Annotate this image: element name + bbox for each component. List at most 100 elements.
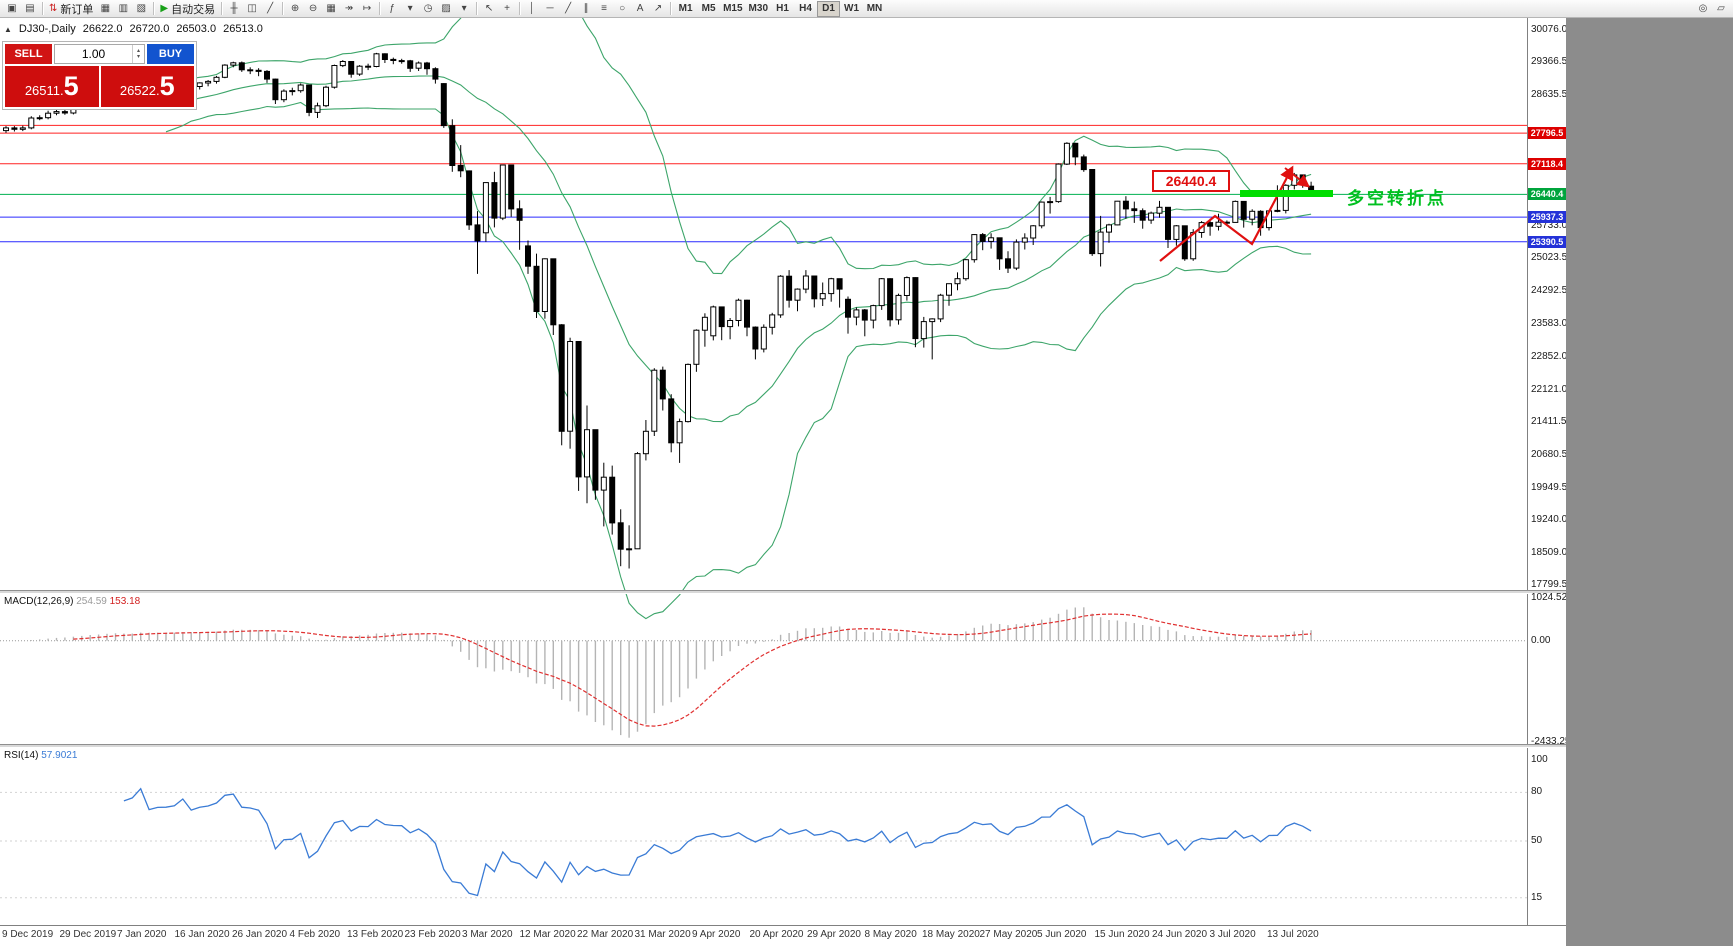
chart-quote-line: ▲ DJ30-,Daily 26622.0 26720.0 26503.0 26…: [4, 23, 263, 35]
turning-point-swatch[interactable]: [1240, 190, 1333, 197]
new-chart-icon[interactable]: ▣: [3, 1, 21, 17]
line-chart-icon[interactable]: ╱: [261, 1, 279, 17]
date-label: 29 Dec 2019: [59, 929, 117, 940]
text-label-icon[interactable]: A: [631, 1, 649, 17]
macd-axis-label: 0.00: [1531, 634, 1551, 646]
timeframe-m15[interactable]: M15: [720, 1, 745, 17]
price-tag: 27796.5: [1528, 127, 1566, 140]
price-axis-label: 22852.0: [1531, 350, 1566, 362]
autotrading-button[interactable]: ▶ 自动交易: [157, 1, 218, 17]
price-axis-label: 21411.5: [1531, 415, 1566, 427]
horizontal-line-icon[interactable]: ─: [541, 1, 559, 17]
chart-symbol-period: DJ30-,Daily: [18, 23, 76, 35]
collapse-panel-icon[interactable]: ▲: [4, 24, 12, 34]
date-label: 13 Feb 2020: [347, 929, 404, 940]
buy-price-big-digit: 5: [159, 71, 175, 101]
macd-axis-label: 1024.52: [1531, 592, 1566, 603]
fibonacci-icon[interactable]: ≡: [595, 1, 613, 17]
zoom-in-icon[interactable]: ⊕: [286, 1, 304, 17]
arrows-icon[interactable]: ↗: [649, 1, 667, 17]
timeframe-m1[interactable]: M1: [674, 1, 697, 17]
trendline-icon[interactable]: ╱: [559, 1, 577, 17]
crosshair-icon[interactable]: +: [498, 1, 516, 17]
volume-down-icon[interactable]: ▾: [136, 54, 140, 60]
price-axis-label: 22121.0: [1531, 383, 1566, 395]
timeframe-mn[interactable]: MN: [863, 1, 886, 17]
object-list-icon[interactable]: ▱: [1712, 1, 1730, 17]
price-tag: 27118.4: [1528, 157, 1566, 170]
rsi-axis-label: 80: [1531, 786, 1543, 798]
timeframe-w1[interactable]: W1: [840, 1, 863, 17]
new-order-button[interactable]: ⇅ 新订单: [46, 1, 96, 17]
chart-cascade-icon[interactable]: ▦: [96, 1, 114, 17]
cursor-icon[interactable]: ↖: [480, 1, 498, 17]
date-label: 9 Apr 2020: [692, 929, 741, 940]
tile-windows-icon[interactable]: ▦: [322, 1, 340, 17]
templates-dropdown-icon[interactable]: ▾: [455, 1, 473, 17]
vertical-line-icon[interactable]: │: [523, 1, 541, 17]
macd-signal-value: 153.18: [109, 596, 141, 607]
timeframe-h1[interactable]: H1: [771, 1, 794, 17]
timeframe-h4[interactable]: H4: [794, 1, 817, 17]
date-label: 31 Mar 2020: [634, 929, 691, 940]
turning-point-note[interactable]: 多空转折点: [1347, 189, 1447, 208]
date-label: 13 Jul 2020: [1267, 929, 1319, 940]
price-axis-label: 19949.5: [1531, 481, 1566, 493]
turning-point-price-box[interactable]: 26440.4: [1152, 170, 1230, 192]
buy-button[interactable]: BUY: [147, 44, 194, 64]
auto-scroll-icon[interactable]: ↠: [340, 1, 358, 17]
data-window-icon[interactable]: ▧: [132, 1, 150, 17]
equidistant-channel-icon[interactable]: ∥: [577, 1, 595, 17]
panel-separator[interactable]: [0, 744, 1566, 748]
chart-surface[interactable]: [0, 18, 1566, 946]
price-axis[interactable]: [1527, 18, 1566, 925]
macd-title: MACD(12,26,9): [4, 596, 74, 607]
volume-up-icon[interactable]: ▴: [136, 48, 140, 54]
sell-price-big-digit: 5: [63, 71, 79, 101]
panel-separator[interactable]: [0, 590, 1566, 594]
horizontal-lines: [0, 124, 1527, 243]
volume-value: 1.00: [81, 47, 106, 61]
toolbar-buttons: ▣ ▤ ⇅ 新订单 ▦ ▥ ▧ ▶ 自动交易 ╫ ◫ ╱ ⊕ ⊖ ▦ ↠ ↦ ƒ ▾ ◷ ▨ ▾ ↖ + │ ─ ╱ ∥ ≡ ○ A ↗ M1 M…: [3, 0, 886, 17]
ohlc-bars-icon[interactable]: ╫: [225, 1, 243, 17]
quote-open: 26622.0: [82, 23, 123, 35]
price-axis-label: 17799.5: [1531, 579, 1566, 590]
templates-icon[interactable]: ▨: [437, 1, 455, 17]
indicators-dropdown-icon[interactable]: ▾: [401, 1, 419, 17]
chart-window: ▲ DJ30-,Daily 26622.0 26720.0 26503.0 26…: [0, 18, 1566, 946]
periods-dropdown-icon[interactable]: ◷: [419, 1, 437, 17]
date-label: 24 Jun 2020: [1152, 929, 1208, 940]
date-label: 22 Mar 2020: [577, 929, 634, 940]
toolbar-separator: [153, 2, 155, 15]
autotrading-button-label: 自动交易: [171, 3, 216, 16]
one-click-trading-panel: SELL 1.00 ▴ ▾ BUY 26511. 5 26522. 5: [2, 41, 197, 110]
new-order-button-label: 新订单: [60, 3, 94, 16]
sell-price-display[interactable]: 26511. 5: [5, 66, 99, 107]
indicators-icon[interactable]: ƒ: [383, 1, 401, 17]
timeframe-d1[interactable]: D1: [817, 0, 840, 17]
buy-price-display[interactable]: 26522. 5: [100, 66, 194, 107]
rsi-axis-label: 100: [1531, 754, 1548, 765]
date-label: 18 May 2020: [922, 929, 980, 940]
shapes-icon[interactable]: ○: [613, 1, 631, 17]
macd-panel: [0, 607, 1527, 738]
volume-field[interactable]: 1.00 ▴ ▾: [54, 44, 145, 64]
date-label: 12 Mar 2020: [519, 929, 576, 940]
price-axis-label: 28635.5: [1531, 89, 1566, 101]
toolbar-separator: [42, 2, 43, 15]
candlestick-chart-icon[interactable]: ◫: [243, 1, 261, 17]
chart-profiles-icon[interactable]: ▤: [21, 1, 39, 17]
zoom-out-icon[interactable]: ⊖: [304, 1, 322, 17]
toolbar-separator: [476, 2, 478, 15]
magnifier-icon[interactable]: ◎: [1694, 1, 1712, 17]
rsi-axis-label: 15: [1531, 891, 1543, 903]
market-watch-icon[interactable]: ▥: [114, 1, 132, 17]
candles: [3, 52, 1315, 569]
time-axis[interactable]: [0, 925, 1527, 946]
date-label: 23 Feb 2020: [404, 929, 461, 940]
price-axis-label: 19240.0: [1531, 513, 1566, 525]
timeframe-m5[interactable]: M5: [697, 1, 720, 17]
sell-button[interactable]: SELL: [5, 44, 52, 64]
timeframe-m30[interactable]: M30: [746, 1, 771, 17]
chart-shift-icon[interactable]: ↦: [358, 1, 376, 17]
